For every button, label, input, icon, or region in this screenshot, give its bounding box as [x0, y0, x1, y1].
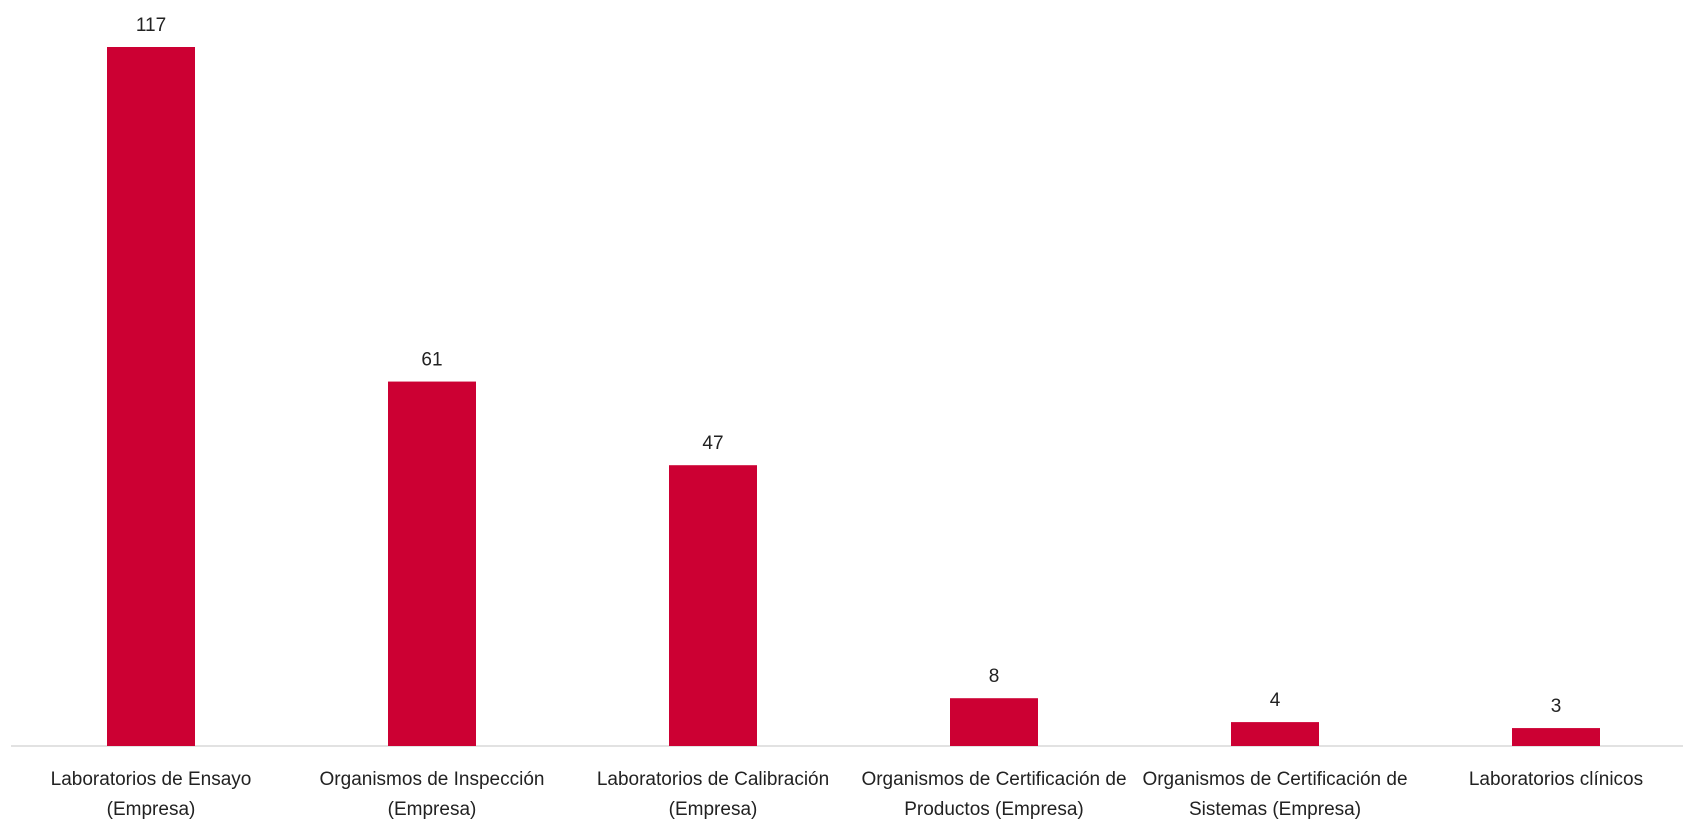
x-tick-label: Laboratorios de Calibración (Empresa): [596, 769, 830, 820]
x-tick-label: Laboratorios de Ensayo (Empresa): [50, 769, 252, 820]
data-label: 47: [702, 433, 723, 454]
bar: [107, 47, 195, 746]
bar: [669, 465, 757, 746]
data-label: 3: [1551, 696, 1562, 717]
data-label: 61: [421, 350, 442, 371]
x-tick-label: Organismos de Certificación de Sistemas …: [1142, 769, 1408, 820]
x-tick-label: Organismos de Certificación de Productos…: [861, 769, 1127, 820]
data-label: 117: [136, 15, 166, 36]
bar: [1231, 722, 1319, 746]
bar: [388, 381, 476, 746]
data-label: 8: [989, 666, 1000, 687]
data-label: 4: [1270, 690, 1281, 711]
x-tick-label: Laboratorios clínicos: [1468, 769, 1644, 790]
bar: [950, 698, 1038, 746]
x-tick-label: Organismos de Inspección (Empresa): [319, 769, 545, 820]
bar: [1512, 728, 1600, 746]
